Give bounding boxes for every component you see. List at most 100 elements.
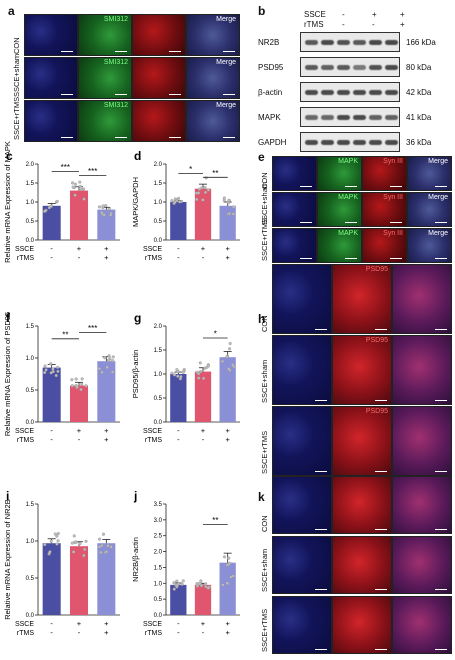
y-tick-label: 0.5 — [154, 396, 163, 402]
y-tick-label: 1.0 — [154, 200, 163, 206]
group-label-rtms: rTMS — [17, 437, 34, 444]
row-label: CON — [260, 315, 269, 332]
channel-label: MAPK — [338, 230, 358, 237]
data-point — [228, 341, 232, 346]
group-sign-ssce: - — [50, 426, 53, 435]
bar-ssce-sham — [69, 190, 89, 240]
group-sign-ssce: - — [50, 619, 53, 628]
data-point — [231, 363, 235, 367]
scale-bar — [169, 51, 181, 52]
micrograph-e-r2-c1: MAPK — [317, 228, 362, 263]
group-sign-ssce: + — [104, 619, 109, 628]
channel-label: MAPK — [338, 194, 358, 201]
channel-label: Syn III — [383, 158, 403, 165]
y-axis-label: Relative mRNA Expression of NR2B — [3, 499, 12, 619]
bar-ssce-rtms — [97, 361, 116, 422]
group-sign-ssce: + — [201, 619, 206, 628]
data-point — [74, 377, 78, 381]
y-tick-label: 0.0 — [154, 420, 163, 426]
micrograph-e-r2-c3: Merge — [407, 228, 452, 263]
y-tick-label: 2.5 — [154, 534, 163, 540]
scale-bar — [435, 649, 447, 650]
scale-bar — [375, 529, 387, 530]
bar-ssce-rtms — [97, 209, 116, 240]
bar-con — [170, 374, 187, 422]
data-point — [97, 545, 102, 549]
data-point — [203, 185, 207, 190]
data-point — [70, 378, 74, 382]
blot-band — [337, 115, 350, 120]
scale-bar — [169, 94, 181, 95]
blot-kda-label: 166 kDa — [406, 38, 436, 47]
data-point — [197, 376, 201, 380]
scale-bar — [345, 222, 357, 223]
data-point — [109, 213, 113, 217]
chart-c: c Relative mRNA Expression of MAPK 0.0 0.5 1… — [0, 141, 128, 280]
blot-band — [369, 40, 382, 45]
data-point — [55, 199, 59, 203]
data-point — [48, 550, 52, 554]
y-tick-label: 2.0 — [154, 550, 163, 556]
panel-label-h: h — [258, 312, 266, 326]
row-label: CON — [12, 37, 21, 54]
data-point — [84, 539, 88, 543]
data-point — [56, 365, 60, 369]
panel-label-j: j — [133, 489, 137, 503]
data-point — [231, 212, 235, 216]
channel-label: Merge — [428, 230, 448, 237]
chart-j: j NR2B/β-actin 0.0 0.5 1.0 1.5 2.0 2.5 3.0 3.5 ** S… — [128, 489, 248, 655]
data-point — [43, 209, 47, 213]
data-point — [175, 368, 179, 372]
group-label-rtms: rTMS — [17, 255, 34, 262]
panel-label-b: b — [258, 4, 266, 18]
data-point — [199, 370, 203, 374]
blot-protein-label: PSD95 — [258, 63, 284, 72]
significance-marker: * — [189, 165, 192, 174]
channel-label: PSD95 — [365, 337, 388, 344]
channel-label: PSD95 — [365, 266, 388, 273]
blot-band — [369, 115, 382, 120]
data-point — [71, 185, 75, 189]
y-tick-label: 1.0 — [154, 372, 163, 378]
wb-rtms-sign-2: - — [372, 20, 375, 29]
blot-band — [321, 140, 334, 145]
group-sign-rtms: - — [177, 435, 180, 444]
data-point — [106, 544, 110, 548]
blot-band — [385, 40, 398, 45]
channel-label: Syn III — [383, 230, 403, 237]
data-point — [195, 584, 199, 588]
y-tick-label: 2.0 — [154, 324, 163, 330]
blot-band — [385, 115, 398, 120]
micrograph-h-r2-c2 — [392, 406, 452, 476]
group-sign-rtms: - — [202, 253, 205, 262]
y-tick-label: 3.0 — [154, 518, 163, 524]
y-axis-label: MAPK/GAPDH — [131, 177, 140, 227]
group-label-rtms: rTMS — [145, 630, 162, 637]
data-point — [49, 362, 53, 366]
chart-svg-g: gPSD95/β-actin0.00.51.01.52.0*SSCErTMS--… — [131, 311, 240, 444]
panel-label-a: a — [8, 4, 15, 18]
row-label: SSCE+sham — [260, 359, 269, 403]
bar-con — [42, 367, 61, 422]
micrograph-h-r0-c0 — [272, 264, 332, 334]
bar-ssce-sham — [69, 385, 89, 422]
y-axis-label: Relative mRNA Expression of MAPK — [3, 141, 12, 263]
group-label-ssce: SSCE — [15, 246, 34, 253]
channel-label: Syn III — [383, 194, 403, 201]
data-point — [43, 371, 47, 375]
data-point — [231, 574, 235, 578]
row-label: SSCE+rTMS — [12, 96, 21, 140]
y-tick-label: 1.5 — [26, 181, 35, 187]
scale-bar — [315, 400, 327, 401]
micrograph-k-r0-c1 — [332, 476, 392, 534]
data-point — [55, 534, 59, 538]
channel-label: SMI312 — [103, 16, 128, 23]
data-point — [225, 355, 229, 359]
data-point — [100, 211, 104, 215]
data-point — [172, 373, 177, 377]
bar-ssce-sham — [194, 371, 212, 422]
data-point — [97, 367, 101, 371]
blot-band — [385, 140, 398, 145]
y-tick-label: 1.0 — [26, 539, 35, 545]
